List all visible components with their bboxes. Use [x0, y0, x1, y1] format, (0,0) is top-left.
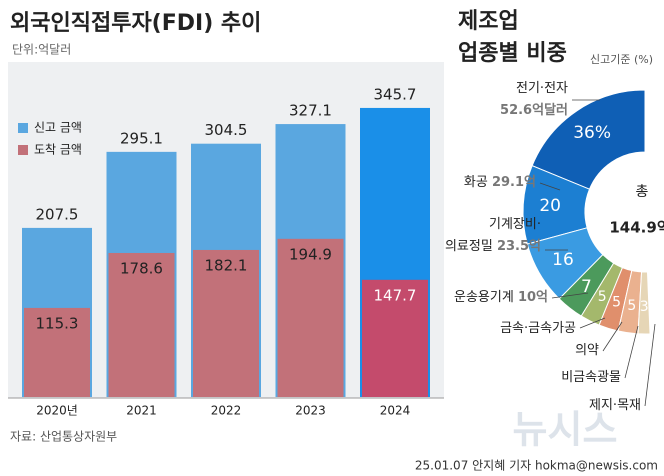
value-label: 147.7 — [374, 286, 417, 304]
category-label: 전기·전자 52.6억달러 — [500, 78, 568, 122]
category-name: 전기·전자 — [516, 81, 568, 96]
category-label: 비금속광물 — [561, 367, 621, 389]
legend-swatch — [18, 123, 28, 133]
credit: 25.01.07 안지혜 기자 hokma@newsis.com — [415, 459, 658, 473]
donut-slice — [637, 271, 651, 335]
leader-line — [551, 292, 589, 299]
center-value: 144.9억 — [609, 219, 664, 237]
amount-label: 10억 — [517, 290, 548, 305]
value-label: 178.6 — [120, 259, 163, 277]
category-name: 비금속광물 — [561, 370, 621, 385]
leader-line — [602, 321, 623, 352]
watermark: 뉴시스 — [513, 408, 618, 452]
category-name: 금속·금속가공 — [500, 321, 576, 336]
value-label: 295.1 — [120, 129, 163, 147]
leader-line — [579, 317, 606, 329]
category-label: 금속·금속가공 — [500, 318, 576, 340]
category-label: 제지·목재 — [589, 395, 641, 417]
category-label: 기계장비· 의료정밀 23.5억 — [445, 214, 541, 258]
slice-label: 7 — [581, 277, 592, 297]
slice-label: 3 — [640, 299, 649, 315]
legend-label: 신고 금액 — [34, 121, 82, 135]
category-label: 운송용기계 10억 — [454, 287, 548, 309]
category-name: 의약 — [575, 343, 599, 358]
amount-label: 52.6억달러 — [500, 103, 568, 118]
legend-label: 도착 금액 — [34, 143, 82, 157]
x-tick-label: 2022 — [211, 404, 242, 418]
value-label: 115.3 — [36, 314, 79, 332]
leader-line — [644, 323, 656, 407]
slice-label: 5 — [598, 289, 607, 305]
category-name: 운송용기계 — [453, 290, 514, 305]
x-tick-label: 2023 — [295, 404, 326, 418]
legend-swatch — [18, 145, 28, 155]
category-name: 화공 — [463, 175, 488, 190]
bar — [193, 249, 259, 397]
center-label: 총 — [636, 184, 649, 200]
category-label: 의약 — [575, 340, 599, 362]
note: 신고기준 (%) — [590, 53, 653, 66]
amount-label: 23.5억 — [496, 239, 541, 254]
value-label: 304.5 — [205, 121, 248, 139]
category-name: 제지·목재 — [589, 398, 641, 413]
category-label: 화공 29.1억 — [464, 172, 536, 194]
slice-label: 16 — [552, 250, 574, 270]
value-label: 345.7 — [374, 85, 417, 103]
slice-label: 20 — [539, 196, 561, 216]
slice-label: 5 — [612, 295, 621, 311]
donut-slice — [531, 89, 646, 190]
slice-label: 5 — [627, 298, 636, 314]
leader-line — [624, 325, 639, 379]
amount-label: 29.1억 — [491, 175, 536, 190]
donut-title: 제조업 업종별 비중 — [458, 9, 567, 66]
leader-line — [539, 182, 561, 191]
category-name: 기계장비· 의료정밀 — [444, 217, 541, 254]
x-tick-label: 2024 — [380, 404, 411, 418]
value-label: 182.1 — [205, 256, 248, 274]
value-label: 327.1 — [289, 102, 332, 120]
slice-label: 36% — [573, 123, 611, 143]
bar — [362, 279, 428, 397]
value-label: 207.5 — [36, 205, 79, 223]
subtitle: 단위:억달러 — [12, 43, 71, 57]
x-tick-label: 2020년 — [36, 404, 78, 418]
bar — [24, 307, 90, 397]
bar — [277, 238, 344, 397]
value-label: 194.9 — [289, 245, 332, 263]
x-tick-label: 2021 — [126, 404, 157, 418]
bar — [108, 252, 175, 397]
chart-title: 외국인직접투자(FDI) 추이 — [10, 11, 261, 36]
source: 자료: 산업통상자원부 — [10, 430, 117, 444]
